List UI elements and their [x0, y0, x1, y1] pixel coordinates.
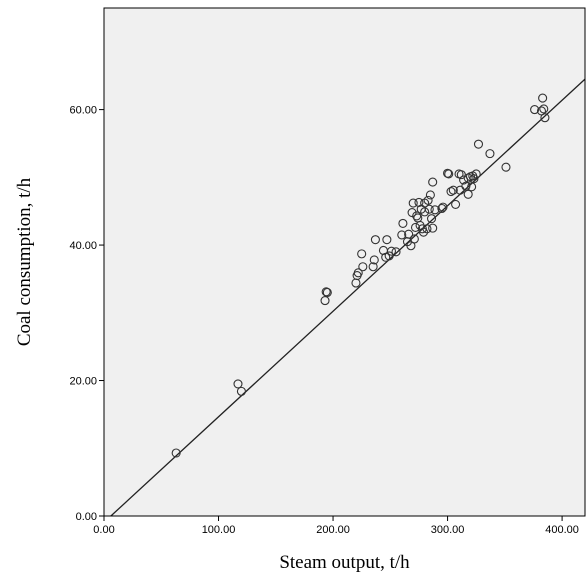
- y-tick-label: 20.00: [69, 376, 97, 388]
- data-point: [412, 211, 422, 221]
- x-tick-label: 200.00: [316, 524, 350, 536]
- data-point: [384, 251, 394, 261]
- data-point: [321, 287, 331, 297]
- data-point: [358, 262, 368, 272]
- data-point: [357, 249, 367, 259]
- data-point: [473, 139, 484, 149]
- data-point: [430, 205, 440, 215]
- data-point: [426, 214, 437, 224]
- data-point: [428, 177, 438, 187]
- data-point: [461, 181, 471, 191]
- data-point: [414, 197, 424, 207]
- data-point: [448, 185, 458, 195]
- data-point: [437, 203, 447, 214]
- data-point: [320, 296, 330, 306]
- data-point: [444, 169, 454, 179]
- y-axis: 0.00 20.00 40.00 60.00: [69, 105, 104, 523]
- data-point: [236, 386, 246, 396]
- data-point: [451, 199, 461, 209]
- data-point: [446, 187, 456, 197]
- data-point: [398, 218, 408, 228]
- data-point: [540, 113, 550, 123]
- x-tick-label: 100.00: [202, 524, 236, 536]
- data-points: [171, 93, 550, 458]
- y-tick-label: 40.00: [69, 240, 97, 252]
- x-tick-label: 0.00: [93, 524, 114, 536]
- data-point: [322, 287, 332, 298]
- data-point: [538, 93, 548, 103]
- data-point: [404, 229, 414, 239]
- data-point: [530, 105, 540, 115]
- y-tick-label: 60.00: [69, 105, 97, 117]
- x-tick-label: 400.00: [545, 524, 579, 536]
- data-point: [443, 168, 453, 178]
- data-point: [409, 234, 419, 244]
- fit-line: [110, 78, 586, 517]
- data-point: [471, 169, 481, 179]
- data-point: [539, 104, 549, 114]
- plot-frame: [103, 7, 586, 517]
- data-point: [425, 190, 435, 200]
- data-point: [369, 255, 379, 265]
- data-point: [423, 195, 433, 205]
- x-axis-title: Steam output, t/h: [279, 552, 410, 573]
- data-point: [428, 223, 438, 233]
- data-point: [469, 174, 479, 184]
- data-point: [438, 202, 448, 212]
- data-point: [485, 149, 495, 159]
- data-point: [397, 230, 407, 240]
- data-point: [407, 208, 417, 218]
- data-point: [368, 262, 378, 272]
- data-point: [463, 173, 473, 183]
- data-point: [386, 246, 397, 256]
- data-point: [501, 162, 511, 172]
- data-point: [171, 448, 181, 458]
- x-axis: 0.00 100.00 200.00 300.00 400.00: [93, 516, 579, 536]
- data-point: [408, 198, 418, 208]
- y-tick-label: 0.00: [76, 511, 97, 523]
- data-point: [382, 235, 392, 245]
- data-point: [233, 379, 243, 389]
- y-axis-title: Coal consumption, t/h: [14, 177, 35, 346]
- x-tick-label: 300.00: [431, 524, 465, 536]
- data-point: [353, 268, 363, 278]
- data-point: [370, 235, 380, 245]
- data-point: [467, 182, 477, 192]
- data-point: [391, 247, 401, 257]
- data-point: [463, 189, 473, 199]
- data-point: [420, 207, 430, 217]
- data-point: [422, 224, 432, 234]
- data-point: [424, 204, 434, 214]
- plot-area: [104, 8, 585, 516]
- data-point: [410, 222, 421, 233]
